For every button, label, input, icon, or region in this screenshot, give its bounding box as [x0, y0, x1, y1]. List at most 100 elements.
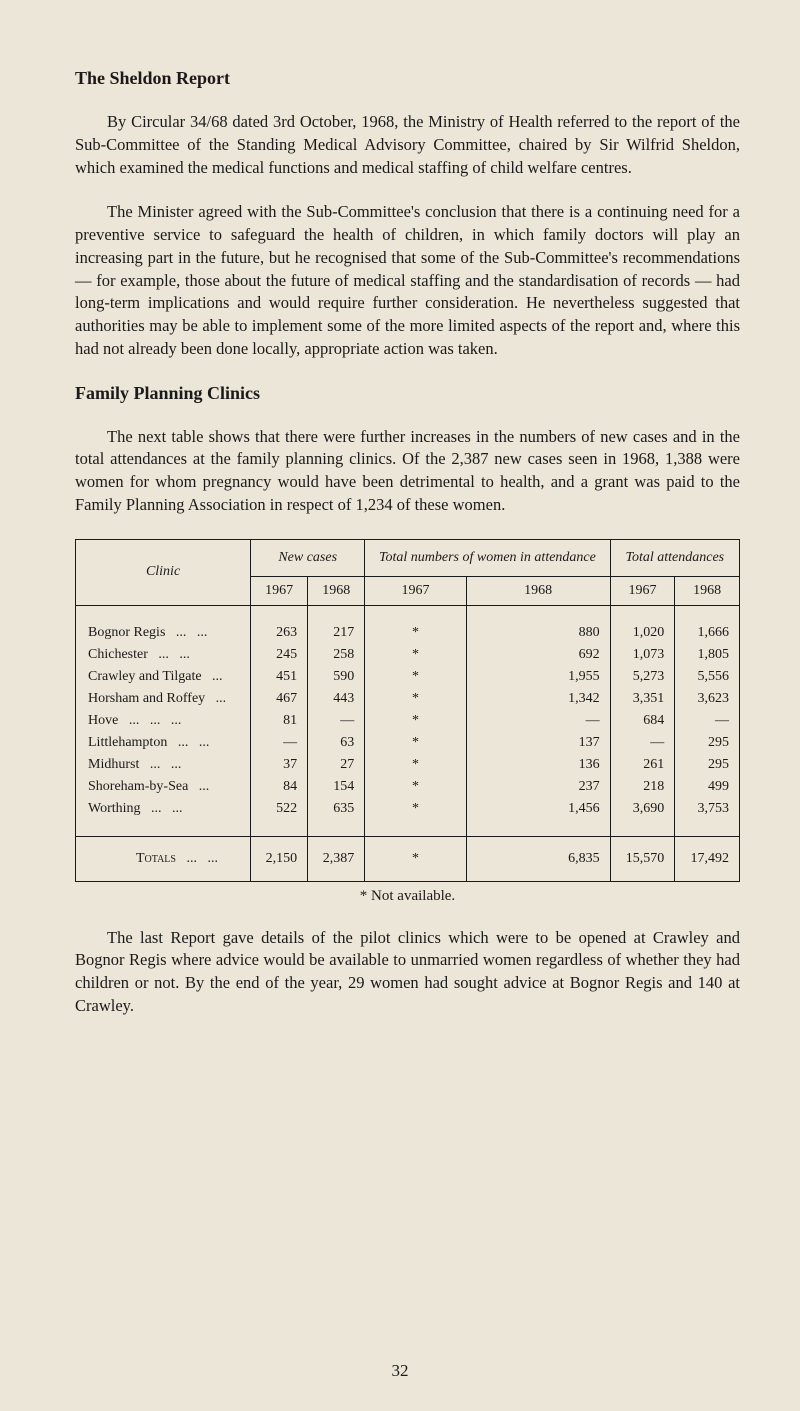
document-page: The Sheldon Report By Circular 34/68 dat…: [0, 0, 800, 1411]
cell-nc67: 81: [251, 710, 308, 732]
cell-nc68: 27: [308, 754, 365, 776]
cell-w68: 880: [466, 622, 610, 644]
col-newcases: New cases: [251, 539, 365, 576]
page-number: 32: [0, 1361, 800, 1381]
cell-t68: 499: [675, 776, 740, 798]
col-total: Total attendances: [610, 539, 739, 576]
cell-t68: 5,556: [675, 666, 740, 688]
cell-w67: *: [365, 776, 466, 798]
col-clinic: Clinic: [76, 539, 251, 605]
table-footnote: * Not available.: [75, 888, 740, 905]
cell-w67: *: [365, 732, 466, 754]
table-row: Worthing ... ...522635*1,4563,6903,753: [76, 798, 740, 820]
cell-w68: 692: [466, 644, 610, 666]
table-row: Hove ... ... ...81—*—684—: [76, 710, 740, 732]
clinic-name: Midhurst ... ...: [76, 754, 251, 776]
cell-nc67: 263: [251, 622, 308, 644]
clinics-table: Clinic New cases Total numbers of women …: [75, 539, 740, 882]
cell-w68: 136: [466, 754, 610, 776]
cell-t68: 295: [675, 754, 740, 776]
cell-t68: 1,666: [675, 622, 740, 644]
cell-t67: —: [610, 732, 675, 754]
cell-t67: 1,020: [610, 622, 675, 644]
cell-nc67: 37: [251, 754, 308, 776]
cell-w68: 237: [466, 776, 610, 798]
closing-para: The last Report gave details of the pilo…: [75, 927, 740, 1018]
yr-t-67: 1967: [610, 576, 675, 605]
col-women: Total numbers of women in attendance: [365, 539, 610, 576]
cell-nc67: 245: [251, 644, 308, 666]
clinic-name: Bognor Regis ... ...: [76, 622, 251, 644]
table-row: Bognor Regis ... ...263217*8801,0201,666: [76, 622, 740, 644]
tot-nc68: 2,387: [308, 836, 365, 881]
cell-nc67: —: [251, 732, 308, 754]
yr-w-68: 1968: [466, 576, 610, 605]
cell-t68: 295: [675, 732, 740, 754]
cell-w67: *: [365, 622, 466, 644]
tot-w68: 6,835: [466, 836, 610, 881]
yr-w-67: 1967: [365, 576, 466, 605]
cell-nc67: 467: [251, 688, 308, 710]
cell-nc68: 590: [308, 666, 365, 688]
sheldon-para-1: By Circular 34/68 dated 3rd October, 196…: [75, 111, 740, 179]
cell-t67: 1,073: [610, 644, 675, 666]
clinic-name: Littlehampton ... ...: [76, 732, 251, 754]
cell-nc68: 63: [308, 732, 365, 754]
cell-w68: 1,342: [466, 688, 610, 710]
table-row: Crawley and Tilgate ...451590*1,9555,273…: [76, 666, 740, 688]
clinic-name: Shoreham-by-Sea ...: [76, 776, 251, 798]
cell-w68: 137: [466, 732, 610, 754]
table-row: Midhurst ... ...3727*136261295: [76, 754, 740, 776]
cell-w67: *: [365, 754, 466, 776]
cell-w67: *: [365, 798, 466, 820]
cell-t67: 3,351: [610, 688, 675, 710]
cell-nc67: 84: [251, 776, 308, 798]
cell-t67: 5,273: [610, 666, 675, 688]
cell-nc68: 443: [308, 688, 365, 710]
cell-nc68: —: [308, 710, 365, 732]
cell-t68: 3,753: [675, 798, 740, 820]
tot-w67: *: [365, 836, 466, 881]
cell-nc67: 522: [251, 798, 308, 820]
cell-w68: —: [466, 710, 610, 732]
table-row: Shoreham-by-Sea ...84154*237218499: [76, 776, 740, 798]
cell-w67: *: [365, 688, 466, 710]
tot-t67: 15,570: [610, 836, 675, 881]
cell-t68: 3,623: [675, 688, 740, 710]
clinics-table-wrap: Clinic New cases Total numbers of women …: [75, 539, 740, 882]
cell-nc68: 154: [308, 776, 365, 798]
cell-t67: 261: [610, 754, 675, 776]
sheldon-para-2: The Minister agreed with the Sub-Committ…: [75, 201, 740, 360]
table-row: Chichester ... ...245258*6921,0731,805: [76, 644, 740, 666]
family-planning-para: The next table shows that there were fur…: [75, 426, 740, 517]
yr-nc-67: 1967: [251, 576, 308, 605]
cell-w67: *: [365, 666, 466, 688]
clinic-name: Horsham and Roffey ...: [76, 688, 251, 710]
clinic-name: Crawley and Tilgate ...: [76, 666, 251, 688]
cell-nc67: 451: [251, 666, 308, 688]
sheldon-heading: The Sheldon Report: [75, 68, 740, 89]
cell-w67: *: [365, 644, 466, 666]
cell-t67: 218: [610, 776, 675, 798]
cell-t67: 684: [610, 710, 675, 732]
clinic-name: Chichester ... ...: [76, 644, 251, 666]
tot-nc67: 2,150: [251, 836, 308, 881]
cell-w68: 1,456: [466, 798, 610, 820]
cell-nc68: 217: [308, 622, 365, 644]
totals-label: Totals ... ...: [76, 836, 251, 881]
table-row: Horsham and Roffey ...467443*1,3423,3513…: [76, 688, 740, 710]
clinic-name: Worthing ... ...: [76, 798, 251, 820]
cell-t68: —: [675, 710, 740, 732]
cell-t67: 3,690: [610, 798, 675, 820]
cell-w68: 1,955: [466, 666, 610, 688]
tot-t68: 17,492: [675, 836, 740, 881]
cell-w67: *: [365, 710, 466, 732]
cell-nc68: 258: [308, 644, 365, 666]
clinic-name: Hove ... ... ...: [76, 710, 251, 732]
family-planning-heading: Family Planning Clinics: [75, 383, 740, 404]
table-totals-row: Totals ... ...2,1502,387*6,83515,57017,4…: [76, 836, 740, 881]
yr-nc-68: 1968: [308, 576, 365, 605]
cell-t68: 1,805: [675, 644, 740, 666]
cell-nc68: 635: [308, 798, 365, 820]
yr-t-68: 1968: [675, 576, 740, 605]
